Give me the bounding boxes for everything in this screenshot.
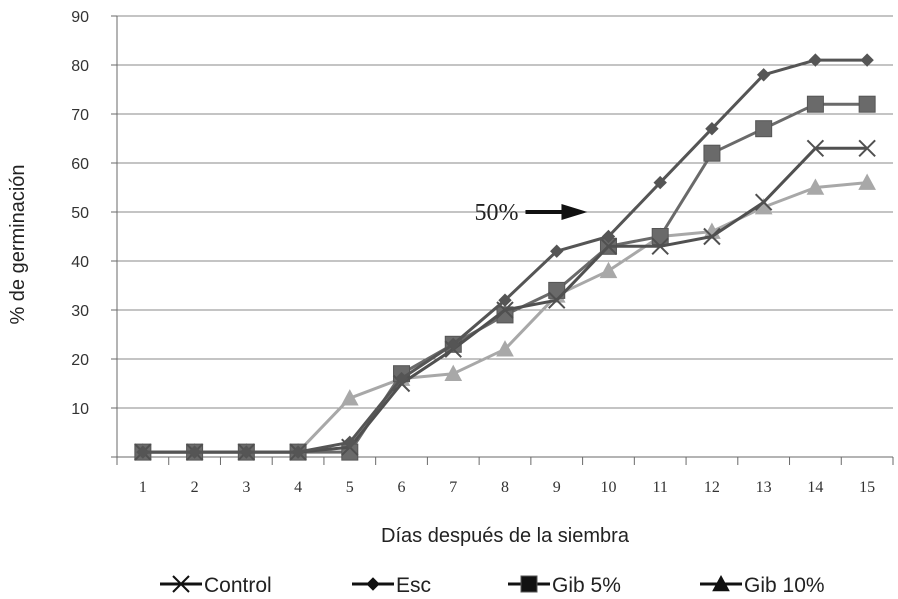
legend-item-control: Control	[160, 574, 272, 597]
data-point-diamond	[756, 68, 771, 82]
data-point-diamond	[136, 445, 150, 459]
series-esc	[136, 53, 874, 459]
data-point-x-stroke	[806, 139, 825, 158]
data-point-square	[858, 95, 876, 113]
data-point-x-stroke	[754, 193, 773, 211]
data-point-triangle	[496, 340, 514, 357]
y-tick-label: 90	[71, 9, 89, 26]
annotation: 50%	[474, 200, 588, 226]
x-tick-label: 15	[859, 479, 875, 496]
y-tick-label: 70	[71, 107, 89, 124]
gridlines	[117, 15, 893, 409]
data-point-x-stroke	[651, 237, 669, 256]
data-point-square	[806, 95, 824, 113]
series-line	[142, 58, 868, 454]
legend: Control Esc Gib 5% Gib 10%	[160, 574, 825, 597]
data-point-x-stroke	[858, 139, 876, 158]
data-point-triangle	[599, 261, 618, 279]
legend-label: Control	[204, 574, 272, 597]
y-tick-label: 30	[71, 303, 89, 320]
y-tick-label: 80	[71, 58, 89, 75]
data-point-diamond	[446, 337, 460, 352]
series-gib-5-	[134, 95, 876, 461]
data-point-x-stroke	[548, 291, 566, 309]
y-tick-label: 20	[71, 352, 89, 369]
data-point-x	[548, 291, 566, 309]
legend-label: Gib 5%	[552, 574, 621, 597]
data-point-triangle	[858, 173, 876, 190]
data-point-triangle	[340, 389, 359, 406]
legend-label: Gib 10%	[744, 574, 825, 597]
y-tick-label: 60	[71, 156, 89, 173]
data-point-triangle	[444, 364, 463, 381]
data-point-square	[520, 575, 538, 593]
legend-label: Esc	[396, 574, 431, 597]
data-point-diamond	[291, 445, 305, 459]
legend-item-esc: Esc	[352, 574, 431, 597]
x-axis-label: Días después de la siembra	[381, 525, 630, 547]
data-point-x-stroke	[496, 301, 514, 319]
series-line	[142, 102, 868, 454]
data-point-square	[755, 120, 773, 138]
data-point-x-stroke	[599, 237, 618, 256]
data-point-x-stroke	[703, 227, 721, 246]
x-tick-label: 7	[449, 479, 457, 496]
x-tick-label: 10	[600, 479, 616, 496]
data-point-x-stroke	[172, 575, 190, 593]
annotation-label: 50%	[474, 200, 518, 226]
legend-item-gib-5-: Gib 5%	[508, 574, 621, 597]
data-point-triangle	[806, 178, 825, 195]
data-point-x	[703, 227, 721, 246]
data-point-square	[651, 228, 669, 245]
data-point-diamond	[601, 229, 616, 244]
data-point-triangle	[712, 574, 730, 592]
y-axis-label: % de germinación	[7, 164, 29, 324]
y-tick-label: 40	[71, 254, 89, 271]
legend-item-gib-10-: Gib 10%	[700, 574, 825, 597]
data-point-x	[599, 237, 618, 256]
annotation-arrow-head	[561, 204, 588, 220]
data-point-diamond	[366, 577, 380, 591]
data-point-diamond	[550, 244, 564, 258]
x-tick-label: 8	[501, 479, 509, 496]
x-tick-label: 2	[191, 479, 199, 496]
data-point-diamond	[860, 53, 874, 67]
x-tick-label: 5	[346, 479, 354, 496]
data-point-diamond	[705, 121, 719, 136]
x-tick-label: 11	[652, 479, 667, 496]
data-point-diamond	[808, 53, 823, 67]
x-tick-label: 6	[398, 479, 406, 496]
x-tick-label: 14	[807, 479, 823, 496]
x-tick-label: 4	[294, 479, 302, 496]
data-point-diamond	[187, 445, 202, 459]
x-tick-label: 12	[704, 479, 720, 496]
data-point-diamond	[239, 445, 254, 459]
data-point-x	[651, 237, 669, 256]
x-tick-label: 9	[553, 479, 561, 496]
data-point-diamond	[394, 371, 409, 386]
data-point-square	[703, 144, 721, 162]
y-tick-label: 10	[71, 401, 89, 418]
data-point-diamond	[653, 175, 667, 190]
data-point-x	[858, 139, 876, 158]
data-point-x	[806, 139, 825, 158]
y-tick-label: 50	[71, 205, 89, 222]
x-tick-label: 13	[756, 479, 772, 496]
data-point-x	[754, 193, 773, 211]
x-tick-label: 1	[139, 479, 147, 496]
data-point-diamond	[343, 435, 357, 450]
data-point-x	[172, 575, 190, 593]
data-point-diamond	[498, 293, 512, 307]
x-tick-label: 3	[242, 479, 250, 496]
series-group	[134, 53, 876, 461]
